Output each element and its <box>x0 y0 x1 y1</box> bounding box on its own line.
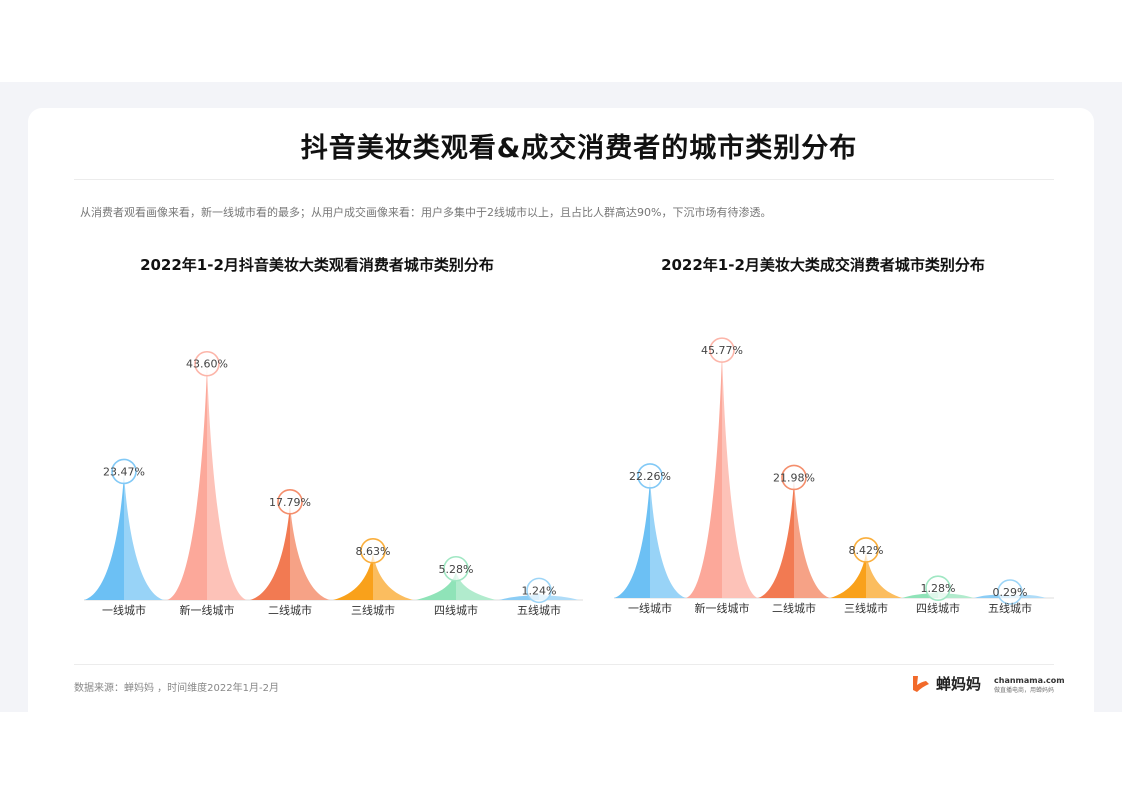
data-label: 0.29% <box>993 586 1028 599</box>
peak-right <box>373 553 413 600</box>
page-description: 从消费者观看画像来看，新一线城市看的最多；从用户成交画像来看：用户多集中于2线城… <box>80 206 772 219</box>
data-label: 8.63% <box>356 545 391 558</box>
bar-二线城市: 17.79% <box>250 489 330 600</box>
site-slogan: 做直播电商，用蝉妈妈 <box>994 687 1055 694</box>
chart-deal: 22.26% 一线城市 45.77% 新一线城市 21.98% 二线城市 8.42% 三线城市… <box>614 337 1054 615</box>
value-marker <box>925 575 951 601</box>
site-info: chanmama.com 做直播电商，用蝉妈妈 <box>994 676 1065 696</box>
peak-right <box>650 478 686 598</box>
chart-title-right: 2022年1-2月美妆大类成交消费者城市类别分布 <box>661 256 985 274</box>
data-label: 1.28% <box>921 582 956 595</box>
category-label: 二线城市 <box>268 603 312 617</box>
data-label: 43.60% <box>186 358 228 371</box>
category-label: 三线城市 <box>844 601 888 615</box>
title-divider <box>74 179 1054 180</box>
category-label: 四线城市 <box>916 601 960 615</box>
peak-left <box>614 478 650 598</box>
data-label: 22.26% <box>629 470 671 483</box>
data-source: 数据来源：蝉妈妈 ，时间维度2022年1月-2月 <box>74 683 279 694</box>
peak-left <box>84 474 124 600</box>
peak-left <box>333 553 373 600</box>
category-label: 二线城市 <box>772 601 816 615</box>
data-label: 5.28% <box>439 563 474 576</box>
bar-四线城市: 1.28% <box>902 575 974 601</box>
chart-watch: 23.47% 一线城市 43.60% 新一线城市 17.79% 二线城市 8.63% 三线城市… <box>84 350 583 617</box>
category-label: 一线城市 <box>102 603 146 617</box>
bar-一线城市: 22.26% <box>614 463 686 598</box>
data-label: 23.47% <box>103 465 145 478</box>
logo-text: 蝉妈妈 <box>936 674 982 693</box>
bar-一线城市: 23.47% <box>84 458 164 600</box>
value-marker <box>997 579 1023 605</box>
value-marker <box>360 538 386 564</box>
peak-right <box>794 480 830 598</box>
page-title: 抖音美妆类观看&成交消费者的城市类别分布 <box>300 133 858 164</box>
peak-right <box>456 571 496 600</box>
bar-新一线城市: 45.77% <box>686 337 758 598</box>
value-marker <box>111 458 137 485</box>
category-label: 新一线城市 <box>180 603 235 617</box>
site-url: chanmama.com <box>994 676 1065 685</box>
value-marker <box>637 463 663 489</box>
value-marker <box>853 537 879 563</box>
chart-title-left: 2022年1-2月抖音美妆大类观看消费者城市类别分布 <box>140 256 494 274</box>
category-label: 一线城市 <box>628 601 672 615</box>
value-marker <box>781 464 807 491</box>
bar-四线城市: 5.28% <box>416 555 496 600</box>
value-marker <box>277 489 303 515</box>
bar-五线城市: 0.29% <box>974 579 1046 605</box>
peak-right <box>866 552 902 598</box>
peak-left <box>758 480 794 598</box>
footer-divider <box>74 664 1054 665</box>
category-label: 五线城市 <box>517 603 561 617</box>
data-label: 8.42% <box>849 544 884 557</box>
cicada-logo-icon <box>913 676 929 692</box>
category-label: 五线城市 <box>988 601 1032 615</box>
peak-left <box>830 552 866 598</box>
data-label: 45.77% <box>701 344 743 357</box>
data-label: 17.79% <box>269 496 311 509</box>
value-marker <box>526 577 552 604</box>
value-marker <box>709 337 735 363</box>
peak-right <box>124 474 164 600</box>
bar-新一线城市: 43.60% <box>167 350 247 600</box>
peak-left <box>416 571 456 600</box>
category-label: 四线城市 <box>434 603 478 617</box>
peak-left <box>167 366 207 600</box>
bar-二线城市: 21.98% <box>758 464 830 598</box>
data-label: 21.98% <box>773 471 815 484</box>
peak-left <box>686 353 722 598</box>
brand-logo: 蝉妈妈 <box>910 672 981 694</box>
bar-五线城市: 1.24% <box>499 577 579 604</box>
data-label: 1.24% <box>522 584 557 597</box>
value-marker <box>443 555 469 582</box>
value-marker <box>194 350 220 377</box>
category-label: 新一线城市 <box>695 601 750 615</box>
peak-left <box>250 504 290 600</box>
peak-right <box>722 353 758 598</box>
category-label: 三线城市 <box>351 603 395 617</box>
peak-right <box>207 366 247 600</box>
bar-三线城市: 8.63% <box>333 538 413 600</box>
bar-三线城市: 8.42% <box>830 537 902 598</box>
peak-right <box>290 504 330 600</box>
